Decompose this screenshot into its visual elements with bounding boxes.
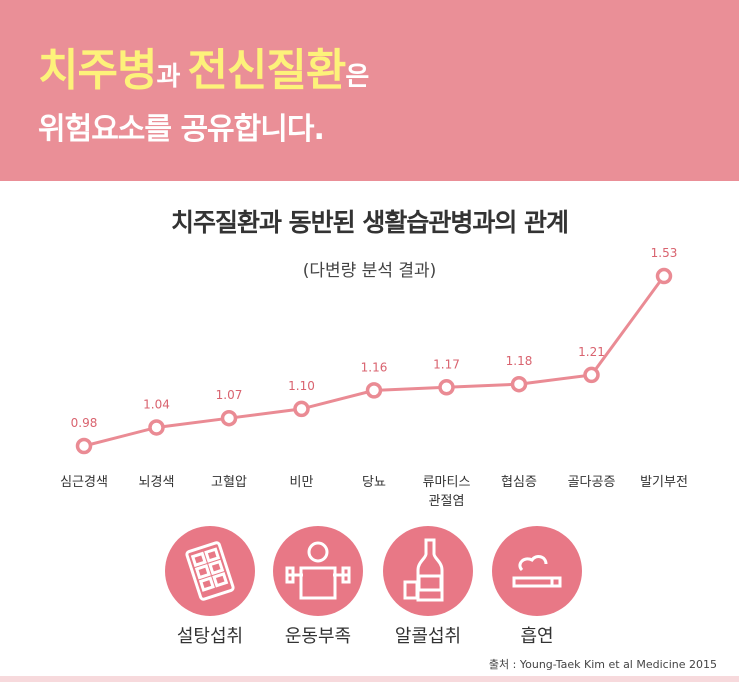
data-point bbox=[220, 409, 238, 427]
alcohol-icon bbox=[403, 538, 444, 602]
category-label: 뇌경색 bbox=[139, 475, 175, 490]
data-label: 1.53 bbox=[651, 246, 678, 260]
category-label: 고혈압 bbox=[211, 475, 247, 490]
alcohol-icon-circle bbox=[383, 526, 473, 616]
category-label: 류마티스 bbox=[423, 475, 471, 490]
data-point bbox=[75, 437, 93, 455]
category-label: 골다공증 bbox=[568, 475, 616, 490]
icon-label-exercise: 운동부족 bbox=[284, 626, 352, 647]
data-point bbox=[148, 419, 165, 436]
data-point bbox=[583, 366, 600, 384]
header-word-periodontal: 치주병 bbox=[38, 45, 157, 96]
data-label: 1.16 bbox=[361, 360, 388, 374]
header-title-line1: 치주병과 전신질환은 bbox=[38, 34, 369, 98]
data-label: 1.17 bbox=[433, 357, 460, 371]
data-label: 1.07 bbox=[216, 388, 243, 402]
data-label: 1.10 bbox=[288, 379, 315, 393]
icon-label-sugar: 설탕섭취 bbox=[176, 626, 244, 647]
cigarette-icon bbox=[512, 555, 562, 588]
data-label: 0.98 bbox=[71, 416, 98, 430]
data-label: 1.21 bbox=[578, 345, 605, 359]
data-point bbox=[438, 379, 455, 396]
smoking-icon-circle bbox=[492, 526, 582, 616]
source-citation: 출처 : Young-Taek Kim et al Medicine 2015 bbox=[488, 658, 717, 671]
data-point bbox=[510, 375, 528, 393]
data-point bbox=[293, 400, 310, 418]
bottom-bar bbox=[0, 676, 739, 682]
category-label: 심근경색 bbox=[60, 475, 108, 490]
header-banner: 치주병과 전신질환은 위험요소를 공유합니다. bbox=[0, 0, 739, 181]
category-label: 비만 bbox=[290, 475, 314, 490]
chart-subtitle: (다변량 분석 결과) bbox=[302, 261, 437, 281]
chocolate-icon bbox=[185, 541, 235, 601]
sugar-icon-circle bbox=[165, 526, 255, 616]
data-label: 1.18 bbox=[506, 354, 533, 368]
category-label: 관절염 bbox=[429, 494, 465, 509]
icon-label-smoking: 흡연 bbox=[520, 626, 554, 647]
dumbbell-person-icon bbox=[285, 541, 351, 600]
category-label: 협심증 bbox=[501, 475, 537, 490]
category-label: 당뇨 bbox=[362, 475, 386, 490]
data-label: 1.04 bbox=[143, 397, 170, 411]
chart-title: 치주질환과 동반된 생활습관병과의 관계 bbox=[170, 208, 569, 237]
data-point bbox=[655, 267, 673, 285]
data-point bbox=[365, 382, 383, 399]
header-particle-and: 과 bbox=[156, 62, 188, 92]
header-title-line2: 위험요소를 공유합니다. bbox=[38, 112, 325, 147]
exercise-icon-circle bbox=[273, 526, 363, 616]
category-label: 발기부전 bbox=[640, 475, 688, 490]
header-particle-topic: 은 bbox=[345, 62, 369, 92]
icon-label-alcohol: 알콜섭취 bbox=[394, 626, 462, 647]
line-chart: 0.98 심근경색 1.04 뇌경색 1.07 고혈압 1.10 비만 1.16 당뇨 1.17 류마… bbox=[60, 246, 688, 509]
header-word-systemic: 전신질환 bbox=[187, 45, 346, 96]
